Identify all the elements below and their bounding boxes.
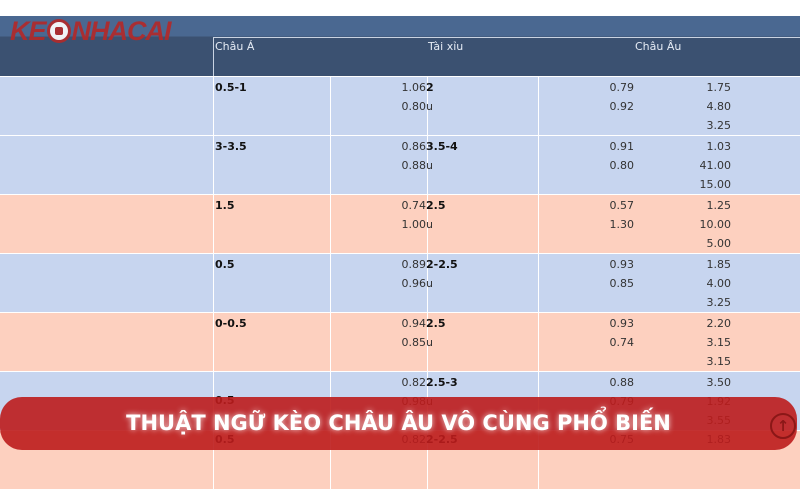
- column-divider: [330, 195, 331, 253]
- euro-draw: 3.25: [706, 119, 732, 132]
- over-odds: 0.91: [609, 140, 635, 153]
- asia-odds-2: 0.96: [401, 277, 427, 290]
- asia-odds-1: 1.06: [401, 81, 427, 94]
- under-label: u: [426, 100, 433, 113]
- column-divider: [213, 195, 214, 253]
- euro-draw: 3.15: [706, 355, 732, 368]
- euro-home: 1.75: [706, 81, 732, 94]
- column-divider: [538, 77, 539, 135]
- over-odds: 0.93: [609, 317, 635, 330]
- header-col-divider: [213, 37, 214, 76]
- column-divider: [330, 136, 331, 194]
- euro-draw: 5.00: [706, 237, 732, 250]
- table-row: 0.5 0.89 2-2.5 0.96 u 0.93 0.85 1.85 4.00 3.25: [0, 253, 800, 312]
- soccer-ball-icon: [46, 19, 71, 43]
- table-row: 3-3.5 0.86 3.5-4 0.88 u 0.91 0.80 1.03 41.00 15.0…: [0, 135, 800, 194]
- table-header: Châu Á Tài xỉu Châu Âu: [0, 16, 800, 76]
- column-divider: [213, 254, 214, 312]
- over-under-line: 3.5-4: [426, 140, 458, 153]
- column-divider: [213, 313, 214, 371]
- under-label: u: [426, 336, 433, 349]
- asia-odds-1: 0.86: [401, 140, 427, 153]
- column-divider: [427, 136, 428, 194]
- over-under-line: 2.5-3: [426, 376, 458, 389]
- over-under-line: 2.5: [426, 317, 446, 330]
- header-over-under: Tài xỉu: [428, 40, 464, 53]
- column-divider: [427, 254, 428, 312]
- under-label: u: [426, 218, 433, 231]
- under-odds: 0.80: [609, 159, 635, 172]
- under-odds: 1.30: [609, 218, 635, 231]
- asia-odds-2: 0.85: [401, 336, 427, 349]
- column-divider: [427, 313, 428, 371]
- column-divider: [538, 254, 539, 312]
- euro-draw: 3.25: [706, 296, 732, 309]
- over-under-line: 2-2.5: [426, 258, 458, 271]
- asia-odds-1: 0.94: [401, 317, 427, 330]
- handicap: 0.5: [215, 258, 235, 271]
- over-under-line: 2: [426, 81, 434, 94]
- under-odds: 0.92: [609, 100, 635, 113]
- over-odds: 0.88: [609, 376, 635, 389]
- column-divider: [538, 136, 539, 194]
- over-odds: 0.79: [609, 81, 635, 94]
- handicap: 3-3.5: [215, 140, 247, 153]
- handicap: 0.5-1: [215, 81, 247, 94]
- under-label: u: [426, 277, 433, 290]
- column-divider: [213, 136, 214, 194]
- asia-odds-2: 0.80: [401, 100, 427, 113]
- asia-odds-1: 0.82: [401, 376, 427, 389]
- header-asia: Châu Á: [215, 40, 255, 53]
- over-under-line: 2.5: [426, 199, 446, 212]
- euro-home: 1.25: [706, 199, 732, 212]
- handicap: 1.5: [215, 199, 235, 212]
- arrow-up-circle-icon[interactable]: ↑: [770, 413, 796, 439]
- top-bar: [0, 0, 800, 16]
- asia-odds-2: 0.88: [401, 159, 427, 172]
- column-divider: [330, 77, 331, 135]
- asia-odds-1: 0.89: [401, 258, 427, 271]
- under-label: u: [426, 159, 433, 172]
- table-row: 0-0.5 0.94 2.5 0.85 u 0.93 0.74 2.20 3.15 3.15: [0, 312, 800, 371]
- title-banner: THUẬT NGỮ KÈO CHÂU ÂU VÔ CÙNG PHỔ BIẾN: [0, 397, 797, 450]
- column-divider: [330, 254, 331, 312]
- column-divider: [213, 77, 214, 135]
- over-odds: 0.93: [609, 258, 635, 271]
- column-divider: [538, 313, 539, 371]
- column-divider: [427, 77, 428, 135]
- euro-away: 10.00: [699, 218, 732, 231]
- header-divider: [213, 37, 800, 38]
- euro-away: 3.15: [706, 336, 732, 349]
- euro-away: 4.00: [706, 277, 732, 290]
- euro-away: 41.00: [699, 159, 732, 172]
- asia-odds-1: 0.74: [401, 199, 427, 212]
- euro-home: 2.20: [706, 317, 732, 330]
- table-row: 0.5-1 1.06 2 0.80 u 0.79 0.92 1.75 4.80 3.25: [0, 76, 800, 135]
- column-divider: [427, 195, 428, 253]
- euro-away: 4.80: [706, 100, 732, 113]
- header-euro: Châu Âu: [635, 40, 682, 53]
- under-odds: 0.74: [609, 336, 635, 349]
- asia-odds-2: 1.00: [401, 218, 427, 231]
- euro-home: 1.85: [706, 258, 732, 271]
- table-row: 1.5 0.74 2.5 1.00 u 0.57 1.30 1.25 10.00 5.00: [0, 194, 800, 253]
- euro-draw: 15.00: [699, 178, 732, 191]
- banner-title: THUẬT NGỮ KÈO CHÂU ÂU VÔ CÙNG PHỔ BIẾN: [126, 411, 671, 435]
- over-odds: 0.57: [609, 199, 635, 212]
- handicap: 0-0.5: [215, 317, 247, 330]
- logo: KE NHACAI: [10, 16, 172, 46]
- column-divider: [538, 195, 539, 253]
- column-divider: [330, 313, 331, 371]
- euro-home: 3.50: [706, 376, 732, 389]
- under-odds: 0.85: [609, 277, 635, 290]
- euro-home: 1.03: [706, 140, 732, 153]
